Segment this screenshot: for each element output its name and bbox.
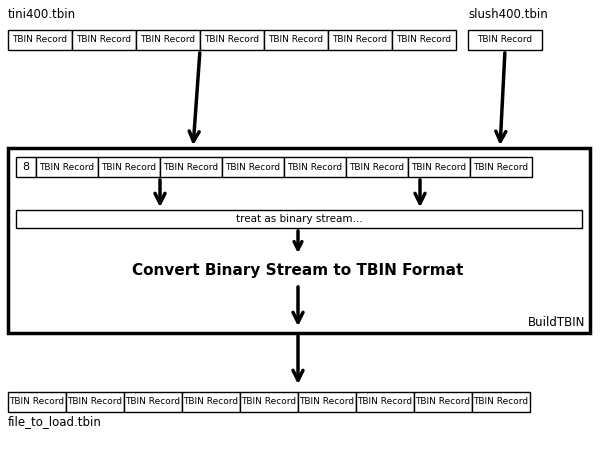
Bar bbox=[328, 30, 392, 50]
Text: TBIN Record: TBIN Record bbox=[478, 36, 533, 45]
Bar bbox=[124, 392, 182, 412]
Text: TBIN Record: TBIN Record bbox=[40, 162, 95, 171]
Bar bbox=[264, 30, 328, 50]
Text: TBIN Record: TBIN Record bbox=[205, 36, 260, 45]
Text: TBIN Record: TBIN Record bbox=[287, 162, 343, 171]
Text: TBIN Record: TBIN Record bbox=[226, 162, 281, 171]
Bar bbox=[470, 157, 532, 177]
Text: TBIN Record: TBIN Record bbox=[412, 162, 467, 171]
Text: TBIN Record: TBIN Record bbox=[473, 162, 529, 171]
Text: file_to_load.tbin: file_to_load.tbin bbox=[8, 415, 102, 428]
Bar bbox=[16, 157, 36, 177]
Text: TBIN Record: TBIN Record bbox=[268, 36, 323, 45]
Text: TBIN Record: TBIN Record bbox=[241, 397, 296, 406]
Bar bbox=[200, 30, 264, 50]
Bar bbox=[16, 210, 582, 228]
Text: TBIN Record: TBIN Record bbox=[415, 397, 470, 406]
Text: treat as binary stream...: treat as binary stream... bbox=[236, 214, 362, 224]
Text: TBIN Record: TBIN Record bbox=[10, 397, 65, 406]
Text: TBIN Record: TBIN Record bbox=[299, 397, 355, 406]
Bar bbox=[8, 392, 66, 412]
Bar bbox=[72, 30, 136, 50]
Bar bbox=[36, 157, 98, 177]
Bar bbox=[8, 148, 590, 333]
Text: tini400.tbin: tini400.tbin bbox=[8, 8, 76, 21]
Bar bbox=[98, 157, 160, 177]
Text: TBIN Record: TBIN Record bbox=[397, 36, 452, 45]
Text: 8: 8 bbox=[22, 162, 29, 172]
Text: TBIN Record: TBIN Record bbox=[13, 36, 68, 45]
Bar bbox=[8, 30, 72, 50]
Bar bbox=[408, 157, 470, 177]
Text: BuildTBIN: BuildTBIN bbox=[527, 316, 585, 329]
Bar bbox=[66, 392, 124, 412]
Text: TBIN Record: TBIN Record bbox=[163, 162, 218, 171]
Bar bbox=[346, 157, 408, 177]
Text: Convert Binary Stream to TBIN Format: Convert Binary Stream to TBIN Format bbox=[133, 262, 464, 278]
Bar bbox=[136, 30, 200, 50]
Text: TBIN Record: TBIN Record bbox=[140, 36, 196, 45]
Text: TBIN Record: TBIN Record bbox=[473, 397, 529, 406]
Bar bbox=[356, 392, 414, 412]
Bar bbox=[182, 392, 240, 412]
Text: TBIN Record: TBIN Record bbox=[125, 397, 181, 406]
Text: slush400.tbin: slush400.tbin bbox=[468, 8, 548, 21]
Text: TBIN Record: TBIN Record bbox=[349, 162, 404, 171]
Text: TBIN Record: TBIN Record bbox=[358, 397, 413, 406]
Bar bbox=[222, 157, 284, 177]
Bar bbox=[472, 392, 530, 412]
Bar bbox=[392, 30, 456, 50]
Text: TBIN Record: TBIN Record bbox=[67, 397, 122, 406]
Bar bbox=[468, 30, 542, 50]
Text: TBIN Record: TBIN Record bbox=[101, 162, 157, 171]
Bar bbox=[298, 392, 356, 412]
Text: TBIN Record: TBIN Record bbox=[332, 36, 388, 45]
Text: TBIN Record: TBIN Record bbox=[184, 397, 239, 406]
Bar bbox=[240, 392, 298, 412]
Text: TBIN Record: TBIN Record bbox=[76, 36, 131, 45]
Bar bbox=[284, 157, 346, 177]
Bar bbox=[414, 392, 472, 412]
Bar bbox=[160, 157, 222, 177]
